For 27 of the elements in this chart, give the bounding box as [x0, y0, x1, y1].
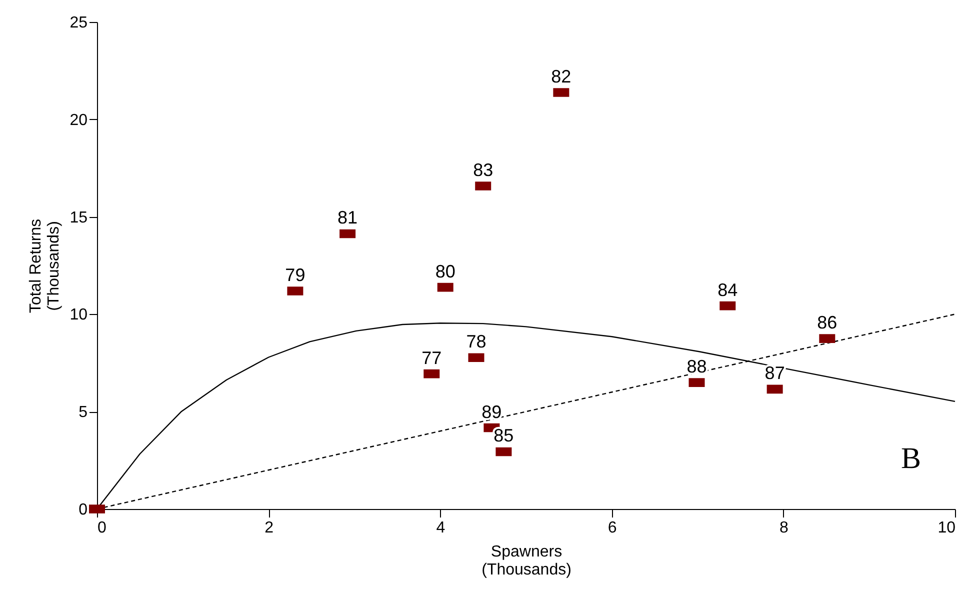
y-tick-label: 10 [70, 306, 88, 324]
annotation: 83 [473, 160, 494, 180]
y-tick-label: 15 [70, 209, 88, 226]
y-tick-label: 25 [70, 14, 88, 32]
x-tick-label: 4 [436, 520, 446, 536]
annotation: 89 [482, 402, 502, 422]
annotation: 79 [285, 265, 306, 286]
x-tick-label: 2 [264, 520, 274, 536]
x-tick-label: 6 [608, 520, 617, 536]
x-tick-label: 0 [98, 520, 106, 536]
annotation: 84 [718, 280, 738, 300]
annotation: 77 [422, 348, 442, 368]
annotation: 81 [338, 208, 358, 228]
annotation: 88 [686, 356, 707, 377]
x-tick-label: 10 [938, 520, 956, 536]
x-axis-title: Spawners (Thousands) [482, 544, 572, 578]
annotation: 85 [494, 426, 514, 446]
annotation: 78 [466, 332, 486, 352]
annotation: B [900, 442, 922, 475]
annotation: 80 [435, 261, 456, 282]
x-tick-label: 8 [779, 520, 788, 536]
y-axis-title: Total Returns (Thousands) [28, 218, 63, 314]
y-tick-label: 0 [78, 502, 88, 518]
y-tick-label: 5 [78, 404, 88, 422]
annotation: 82 [551, 66, 572, 87]
annotation: 86 [817, 312, 838, 333]
y-tick-label: 20 [70, 112, 88, 129]
